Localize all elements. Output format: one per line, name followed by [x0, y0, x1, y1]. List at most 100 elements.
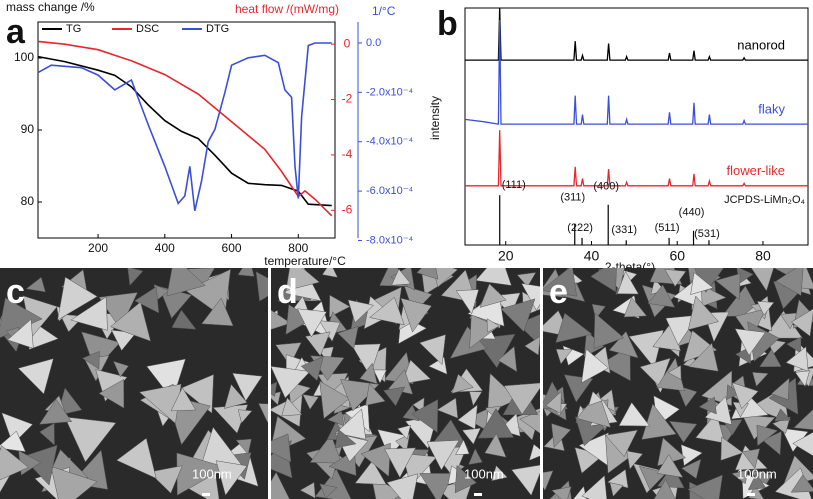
crystal — [688, 342, 719, 372]
crystal — [667, 364, 682, 380]
crystal — [127, 268, 144, 286]
crystal — [334, 428, 357, 449]
crystal — [555, 312, 593, 343]
reference-name: JCPDS-LiMn₂O₄ — [724, 194, 805, 206]
series-label: nanorod — [737, 38, 785, 53]
x-tick-label: 20 — [498, 248, 514, 264]
sem-image — [0, 268, 268, 499]
crystal — [0, 445, 29, 481]
crystal — [98, 379, 125, 409]
reference-label: (222) — [567, 222, 593, 234]
crystal — [299, 481, 316, 499]
legend-label: TG — [66, 23, 81, 35]
crystal — [426, 439, 460, 471]
crystal — [337, 326, 359, 350]
y3-tick-label: -2.0x10⁻⁴ — [366, 86, 413, 98]
crystal — [731, 382, 759, 410]
sem-image — [271, 268, 540, 499]
crystal — [752, 372, 769, 387]
crystal — [171, 309, 197, 330]
crystal — [628, 329, 664, 369]
series-line — [37, 42, 332, 211]
reference-label: (400) — [593, 181, 619, 193]
crystal — [608, 331, 639, 359]
crystal — [116, 437, 157, 479]
crystal — [237, 268, 255, 277]
x-tick-label: 200 — [88, 241, 108, 255]
crystal — [771, 377, 790, 401]
crystal — [762, 430, 782, 456]
crystal — [734, 328, 766, 356]
crystal — [793, 409, 813, 430]
crystal — [656, 454, 684, 478]
crystal — [319, 483, 338, 499]
y2-tick-label: -6 — [342, 202, 353, 216]
crystal — [180, 374, 214, 414]
crystal — [39, 398, 73, 425]
crystal — [351, 343, 381, 377]
x-tick-label: 800 — [288, 241, 308, 255]
panel-letter: d — [277, 273, 298, 311]
crystal — [215, 460, 248, 496]
crystal — [543, 268, 577, 297]
crystal — [436, 397, 459, 419]
scale-bar — [474, 493, 482, 496]
crystal — [359, 362, 378, 385]
crystal — [653, 478, 676, 499]
crystal — [170, 387, 197, 412]
crystal — [469, 391, 483, 407]
crystal — [775, 268, 804, 296]
reference-label: (511) — [655, 222, 680, 234]
crystal — [616, 270, 639, 295]
x-tick-label: 80 — [755, 248, 771, 264]
crystal — [455, 439, 470, 455]
crystal — [647, 284, 676, 308]
sem-image — [543, 268, 813, 499]
crystal — [590, 268, 617, 293]
crystal — [576, 391, 611, 428]
crystal — [271, 366, 311, 399]
crystal — [731, 469, 749, 485]
crystal — [397, 424, 411, 440]
crystal — [756, 301, 775, 316]
crystal — [232, 372, 263, 402]
crystal — [134, 286, 160, 314]
x-tick-label: 600 — [222, 241, 242, 255]
crystals — [271, 268, 540, 499]
x-axis-label: temperature/°C — [264, 254, 346, 268]
y3-tick-label: -6.0x10⁻⁴ — [366, 185, 413, 197]
crystal — [751, 268, 774, 292]
crystal — [0, 430, 26, 453]
crystal — [475, 268, 512, 286]
crystal — [790, 308, 813, 337]
legend-label: DSC — [136, 23, 159, 35]
crystals — [0, 268, 268, 499]
crystal — [785, 346, 809, 372]
crystal — [763, 310, 803, 339]
crystal — [64, 416, 117, 463]
crystal — [373, 369, 387, 384]
series-line — [465, 130, 808, 187]
y2-tick-label: -2 — [342, 92, 353, 106]
series-line — [37, 55, 332, 207]
crystal — [377, 429, 409, 458]
reference-label: (311) — [560, 192, 585, 204]
y3-axis-label: 1/°C — [372, 4, 396, 18]
crystal — [271, 471, 290, 499]
crystal — [551, 423, 572, 448]
series-label: flower-like — [726, 163, 785, 178]
crystal — [70, 296, 108, 331]
crystal — [369, 296, 405, 326]
crystal — [468, 448, 483, 465]
reference-label: (531) — [694, 228, 720, 240]
crystal — [25, 276, 46, 293]
panel-letter: e — [549, 273, 568, 311]
crystal — [113, 360, 129, 378]
crystal — [1, 412, 34, 445]
y-tick-label: 100 — [14, 50, 34, 64]
crystal — [98, 292, 138, 330]
crystal — [7, 318, 34, 349]
crystal — [224, 383, 248, 409]
crystal — [451, 373, 474, 394]
crystal — [618, 402, 651, 427]
